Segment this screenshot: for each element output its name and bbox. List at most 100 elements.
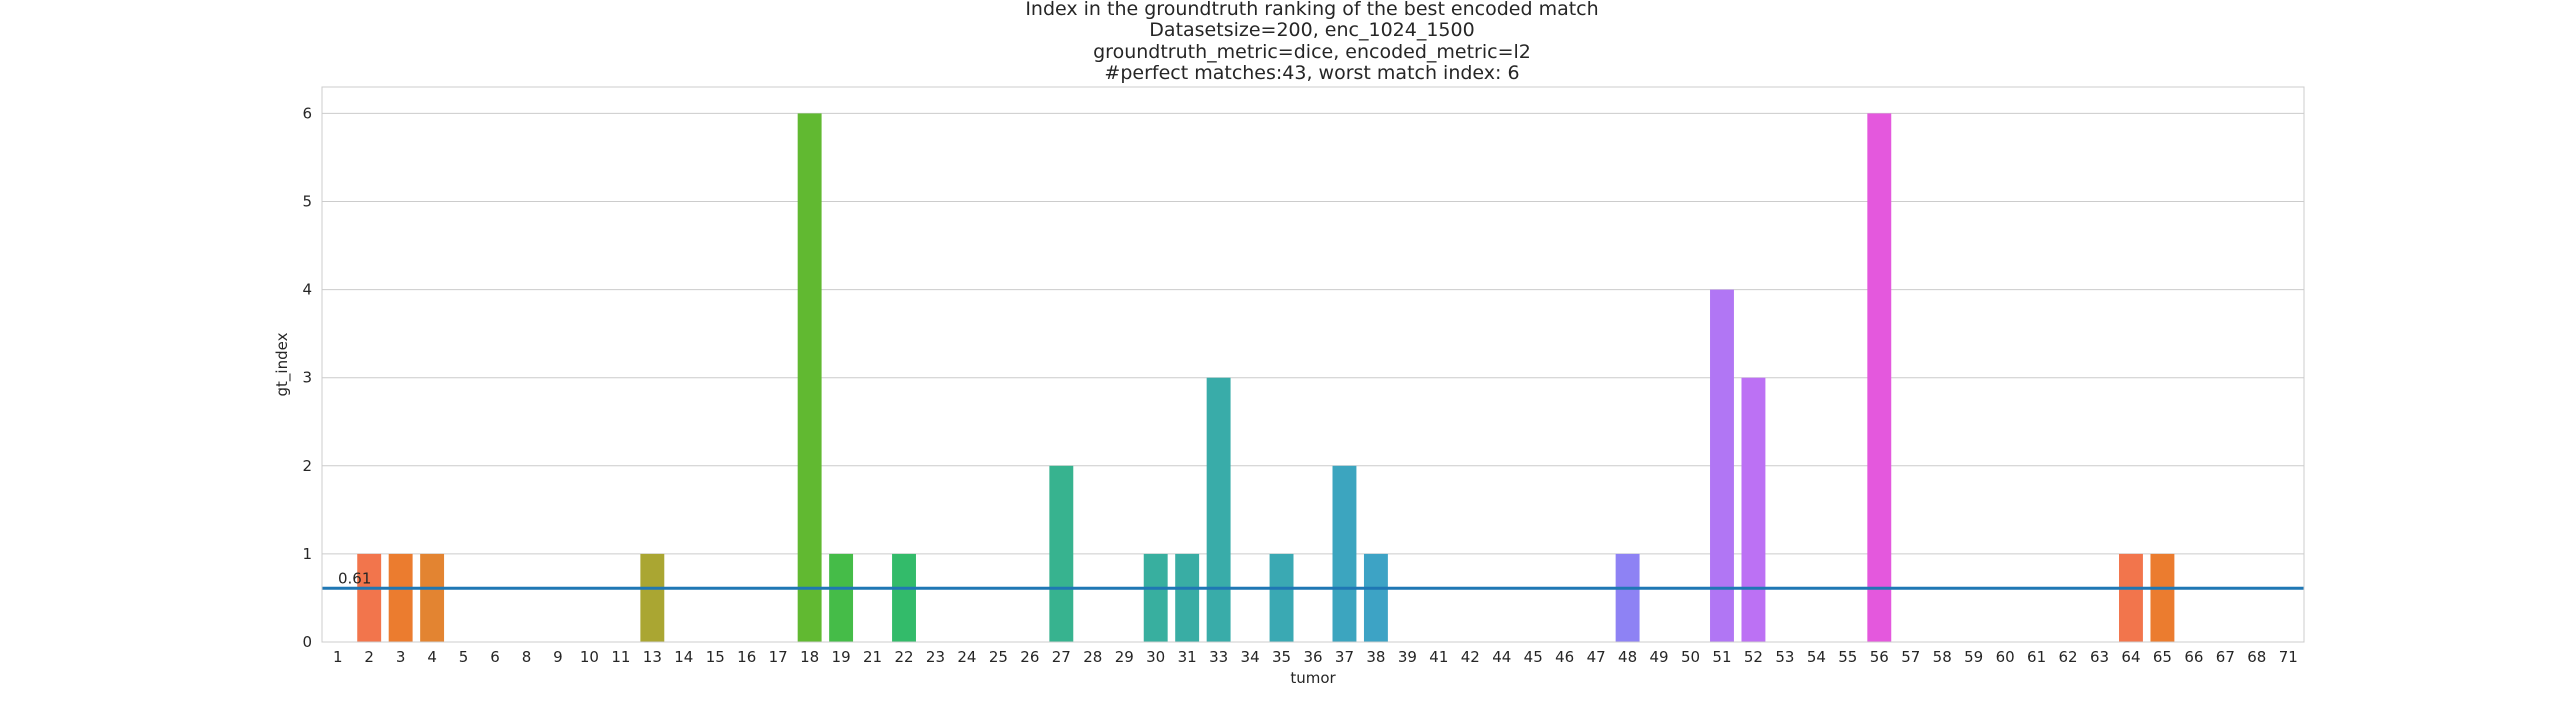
x-tick-label: 25 [989, 648, 1008, 666]
x-tick-label: 39 [1398, 648, 1417, 666]
x-tick-label: 65 [2153, 648, 2172, 666]
x-tick-label: 71 [2279, 648, 2298, 666]
x-tick-label: 19 [832, 648, 851, 666]
bar-35 [1269, 553, 1294, 642]
bar-19 [829, 553, 854, 642]
bar-3 [388, 553, 413, 642]
bar-31 [1175, 553, 1200, 642]
title-line-1: Index in the groundtruth ranking of the … [1025, 0, 1598, 20]
x-tick-label: 33 [1209, 648, 1228, 666]
x-tick-label: 11 [611, 648, 630, 666]
x-tick-label: 63 [2090, 648, 2109, 666]
x-tick-label: 67 [2216, 648, 2235, 666]
x-tick-label: 35 [1272, 648, 1291, 666]
x-tick-label: 36 [1303, 648, 1322, 666]
x-tick-label: 47 [1587, 648, 1606, 666]
x-tick-label: 15 [706, 648, 725, 666]
x-tick-label: 61 [2027, 648, 2046, 666]
y-tick-label: 2 [302, 457, 312, 475]
bar-33 [1206, 377, 1231, 642]
x-tick-label: 60 [1996, 648, 2015, 666]
x-tick-label: 6 [490, 648, 500, 666]
bar-30 [1143, 553, 1168, 642]
x-tick-label: 4 [427, 648, 437, 666]
title-line-2: Datasetsize=200, enc_1024_1500 [1149, 19, 1474, 41]
y-tick-labels: 0 1 2 3 4 5 6 [302, 104, 312, 651]
x-tick-label: 21 [863, 648, 882, 666]
x-tick-label: 34 [1241, 648, 1260, 666]
x-tick-label: 28 [1083, 648, 1102, 666]
x-tick-label: 54 [1807, 648, 1826, 666]
bar-18 [797, 113, 822, 642]
x-tick-label: 13 [643, 648, 662, 666]
y-tick-label: 1 [302, 545, 312, 563]
x-tick-label: 41 [1429, 648, 1448, 666]
x-tick-label: 59 [1964, 648, 1983, 666]
y-tick-label: 6 [302, 104, 312, 122]
title-line-4: #perfect matches:43, worst match index: … [1104, 62, 1519, 84]
bar-27 [1049, 465, 1074, 642]
bar-56 [1867, 113, 1892, 642]
x-tick-label: 38 [1366, 648, 1385, 666]
x-tick-label: 37 [1335, 648, 1354, 666]
x-tick-label: 24 [957, 648, 976, 666]
x-tick-label: 2 [364, 648, 374, 666]
bar-2 [357, 553, 382, 642]
x-tick-label: 52 [1744, 648, 1763, 666]
bar-51 [1710, 289, 1734, 642]
bar-22 [892, 553, 916, 642]
bar-64 [2119, 553, 2143, 642]
x-tick-labels: 1 2 3 4 5 6 8 9 10 11 13 14 15 16 17 18 19 21 22 23 24 25 26 27… [333, 648, 2298, 666]
x-tick-label: 44 [1492, 648, 1511, 666]
x-tick-label: 68 [2247, 648, 2266, 666]
chart-title: Index in the groundtruth ranking of the … [1025, 0, 1598, 84]
x-tick-label: 27 [1052, 648, 1071, 666]
x-tick-label: 14 [674, 648, 693, 666]
plot-area-frame [321, 86, 2305, 643]
x-tick-label: 17 [769, 648, 788, 666]
x-tick-label: 66 [2184, 648, 2203, 666]
mean-line: 0.61 [322, 569, 2304, 590]
x-tick-label: 45 [1524, 648, 1543, 666]
y-tick-label: 0 [302, 633, 312, 651]
x-tick-label: 16 [737, 648, 756, 666]
x-tick-label: 9 [553, 648, 563, 666]
bars [357, 113, 2175, 642]
mean-line-label: 0.61 [338, 569, 371, 587]
x-tick-label: 46 [1555, 648, 1574, 666]
grid-lines [322, 112, 2304, 643]
x-tick-label: 23 [926, 648, 945, 666]
x-tick-label: 5 [459, 648, 469, 666]
x-tick-label: 10 [580, 648, 599, 666]
x-tick-label: 53 [1775, 648, 1794, 666]
y-tick-label: 5 [302, 193, 312, 211]
x-tick-label: 42 [1461, 648, 1480, 666]
x-tick-label: 58 [1933, 648, 1952, 666]
x-tick-label: 55 [1838, 648, 1857, 666]
bar-37 [1332, 465, 1357, 642]
x-tick-label: 8 [522, 648, 532, 666]
bar-65 [2150, 553, 2175, 642]
title-line-3: groundtruth_metric=dice, encoded_metric=… [1093, 41, 1531, 63]
x-tick-label: 50 [1681, 648, 1700, 666]
x-axis-label: tumor [1290, 669, 1336, 687]
bar-4 [420, 553, 445, 642]
y-tick-label: 4 [302, 281, 312, 299]
x-tick-label: 26 [1020, 648, 1039, 666]
x-tick-label: 1 [333, 648, 343, 666]
x-tick-label: 3 [396, 648, 406, 666]
x-tick-label: 29 [1115, 648, 1134, 666]
x-tick-label: 51 [1712, 648, 1731, 666]
x-tick-label: 57 [1901, 648, 1920, 666]
bar-52 [1741, 377, 1766, 642]
x-tick-label: 56 [1870, 648, 1889, 666]
x-tick-label: 48 [1618, 648, 1637, 666]
y-tick-label: 3 [302, 369, 312, 387]
bar-13 [640, 553, 665, 642]
bar-38 [1363, 553, 1388, 642]
bar-48 [1615, 553, 1640, 642]
x-tick-label: 30 [1146, 648, 1165, 666]
x-tick-label: 49 [1650, 648, 1669, 666]
x-tick-label: 22 [894, 648, 913, 666]
